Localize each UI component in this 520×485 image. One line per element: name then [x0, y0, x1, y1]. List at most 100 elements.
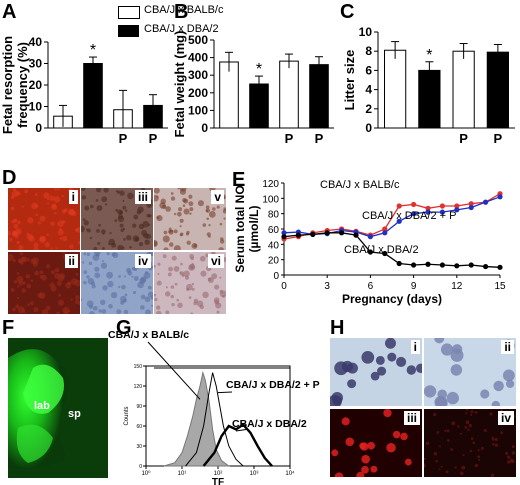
annotation-label: CBA/J x DBA/2 — [232, 418, 307, 430]
micrograph-h-i: i — [330, 338, 422, 406]
label-lab: lab — [34, 400, 50, 412]
panel-label-h: H — [330, 317, 345, 339]
y-tick-label: 200 — [188, 86, 208, 100]
micrograph-d-iv: iv — [81, 252, 153, 314]
legend-swatch-open — [118, 6, 140, 19]
micrograph-label: i — [410, 340, 420, 354]
y-tick-label: 150 — [134, 364, 143, 370]
y-tick-label: 100 — [188, 103, 208, 117]
panel-label-d: D — [2, 167, 17, 189]
y-tick-label: 120 — [134, 384, 143, 390]
micrograph-label: v — [211, 190, 224, 204]
panel-label-e: E — [232, 169, 246, 191]
category-label: P — [494, 131, 503, 146]
series-label: CBA/J x DBA/2 — [344, 244, 419, 256]
data-point — [439, 203, 445, 209]
data-point — [439, 209, 445, 215]
data-point — [310, 231, 316, 237]
micrograph-texture — [154, 188, 226, 250]
y-tick-label: 0 — [365, 121, 372, 135]
chart-a: 0 10 20 30 40 Fetal resorption frequency (%) * P… — [0, 35, 168, 146]
micrograph-texture — [424, 338, 515, 406]
y-tick-label: 100 — [262, 194, 279, 205]
chart-e: 0 20 40 60 80 100 120 0 3 6 9 12 15 Pregnancy (days) S… — [233, 179, 506, 306]
label-sp: sp — [68, 408, 81, 420]
y-tick-label: 400 — [188, 51, 208, 65]
series-label: CBA/J x DBA/2 + P — [362, 210, 456, 222]
x-tick-label: 10⁰ — [141, 470, 151, 477]
y-axis-label: Fetal weight (mg) — [172, 31, 187, 138]
annotation-label: CBA/J x BALB/c — [108, 329, 189, 341]
data-point — [497, 194, 503, 200]
y-tick-label: 80 — [268, 210, 280, 221]
panel-label-c: C — [340, 1, 355, 23]
y-axis-label: Fetal resorption — [0, 36, 15, 134]
y-tick-label: 60 — [268, 225, 280, 236]
data-point — [281, 234, 287, 240]
series-line — [283, 193, 501, 240]
significance-mark: * — [426, 47, 432, 64]
x-tick-label: 12 — [451, 281, 463, 292]
data-point — [353, 232, 359, 238]
plot-frame — [145, 365, 291, 467]
y-tick-label: 2 — [365, 102, 372, 116]
significance-mark: * — [90, 42, 96, 59]
bar — [452, 50, 475, 129]
data-point — [411, 211, 417, 217]
bar — [486, 51, 509, 129]
y-axis-label: frequency (%) — [15, 42, 30, 128]
data-point — [468, 262, 474, 268]
micrograph-texture — [81, 252, 153, 314]
micrograph-d-i: i — [8, 188, 80, 250]
panel-label-g: G — [116, 317, 132, 339]
x-tick-label: 6 — [368, 281, 374, 292]
y-tick-label: 40 — [29, 35, 43, 49]
bar — [279, 60, 299, 129]
micrograph-texture — [8, 252, 80, 314]
micrograph-texture — [424, 409, 516, 477]
micrograph-label: iv — [497, 411, 514, 425]
panel-label-b: B — [174, 1, 189, 23]
y-axis-label: Serum total NO — [233, 185, 247, 272]
y-tick-label: 40 — [268, 240, 280, 251]
data-point — [396, 260, 402, 267]
data-point — [468, 204, 474, 211]
data-point — [396, 218, 402, 224]
micrograph-label: iii — [134, 190, 151, 204]
data-point — [468, 201, 474, 207]
y-axis-label: Counts — [124, 406, 130, 425]
micrograph-d-ii: ii — [8, 252, 80, 314]
x-tick-label: 3 — [324, 281, 330, 292]
x-axis-label: Pregnancy (days) — [342, 292, 442, 306]
legend-swatch-filled — [118, 25, 139, 37]
category-label: P — [285, 131, 294, 146]
data-point — [411, 201, 417, 208]
significance-mark: * — [256, 61, 262, 78]
y-axis-label: (µmol/L) — [247, 206, 261, 253]
y-tick-label: 20 — [29, 78, 43, 92]
panel-label-a: A — [2, 1, 17, 23]
data-point — [483, 199, 489, 205]
y-tick-label: 0 — [139, 464, 142, 470]
data-point — [295, 232, 301, 238]
micrograph-label: ii — [65, 254, 78, 268]
y-tick-label: 10 — [29, 100, 43, 114]
data-point — [425, 209, 431, 215]
series-label: CBA/J x BALB/c — [320, 179, 400, 191]
data-point — [454, 263, 460, 269]
x-tick-label: 0 — [281, 281, 287, 292]
y-tick-label: 0 — [35, 121, 42, 135]
micrograph-d-vi: vi — [154, 252, 226, 314]
fluorescence-texture — [8, 338, 108, 478]
y-axis-label: Litter size — [342, 50, 357, 111]
bar — [309, 64, 329, 129]
category-label: P — [315, 131, 324, 146]
legend-label-filled: CBA/J x DBA/2 — [144, 23, 219, 35]
x-tick-label: 10⁴ — [285, 470, 295, 477]
x-axis-label: TF — [212, 477, 224, 485]
annotation-label: CBA/J x DBA/2 + P — [226, 379, 320, 391]
y-tick-label: 0 — [201, 121, 208, 135]
micrograph-h-iv: iv — [424, 409, 516, 477]
chart-g: 0 30 60 90 120 150 10⁰ 10¹ 10² 10³ 10⁴ TF Counts CBA/… — [108, 329, 320, 485]
annotation-leader — [235, 428, 247, 432]
